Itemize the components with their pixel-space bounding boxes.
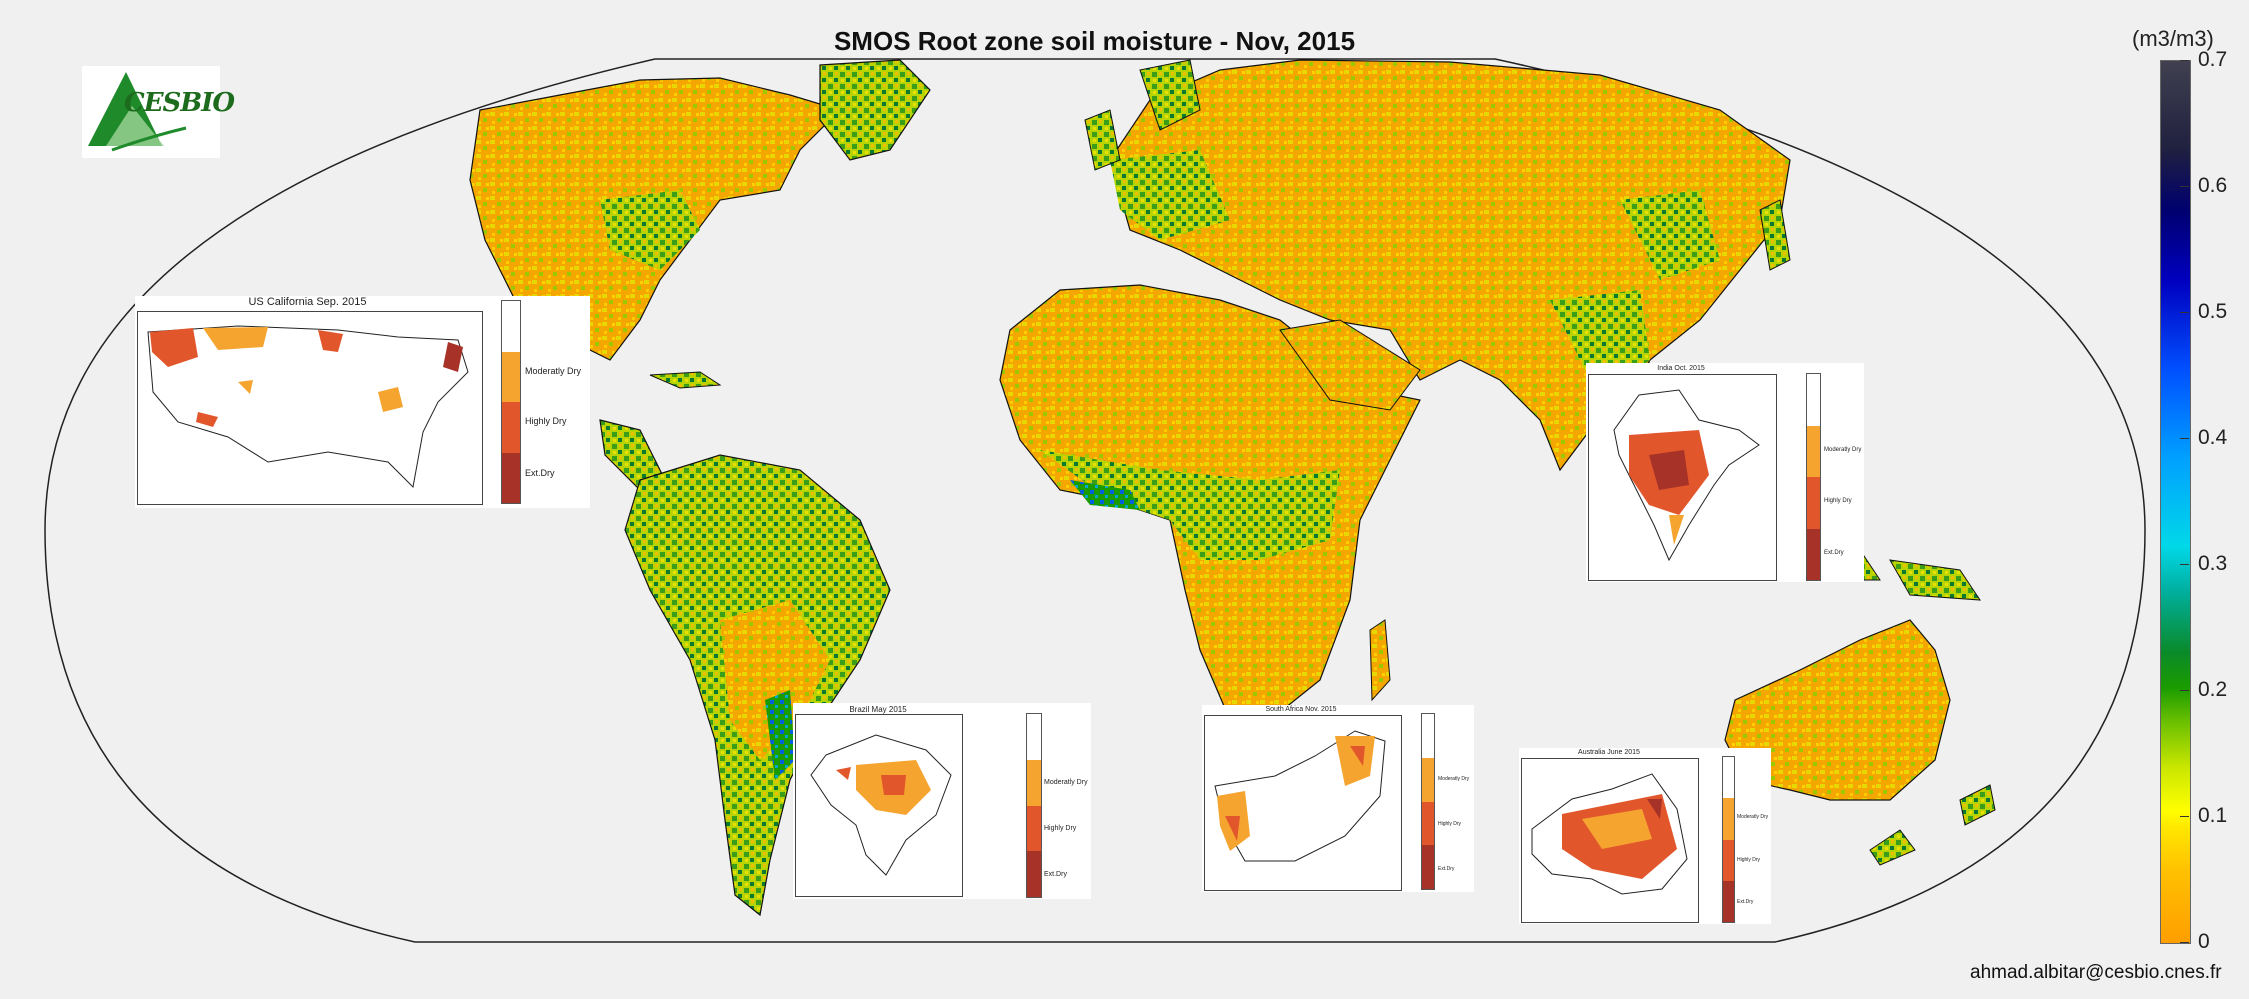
inset-brazil: Brazil May 2015 Moderatly Dry Highly Dry… [793,703,1091,899]
inset-legend-bar [1026,713,1042,898]
legend-highly-dry: Highly Dry [525,416,567,426]
inset-legend-bar [1806,373,1821,581]
inset-title: US California Sep. 2015 [248,296,367,308]
inset-us-california: US California Sep. 2015 Moderatly Dry Hi… [135,296,590,508]
colorbar-tick-mark [2180,690,2189,691]
colorbar-tick-mark [2180,816,2189,817]
projection-outline [44,58,2146,943]
colorbar-tick-label: 0.2 [2198,678,2228,701]
australia-drought-map [1531,773,1688,895]
inset-legend-bar [1722,756,1735,923]
colorbar-tick-mark [2180,186,2189,187]
legend-ext-dry: Ext.Dry [1044,871,1067,878]
map-title: SMOS Root zone soil moisture - Nov, 2015 [833,26,1356,56]
colorbar-tick-label: 0.5 [2198,300,2228,323]
inset-south-africa: South Africa Nov. 2015 Moderatly Dry Hig… [1202,705,1474,892]
inset-map-frame [1588,374,1777,581]
colorbar-tick-label: 0.1 [2198,804,2228,827]
inset-title: Australia June 2015 [1578,749,1640,756]
legend-ext-dry: Ext.Dry [1438,866,1455,872]
contact-email: ahmad.albitar@cesbio.cnes.fr [1970,962,2222,983]
legend-highly-dry: Highly Dry [1737,857,1761,863]
inset-map-frame [1521,758,1699,923]
inset-title: India Oct. 2015 [1657,365,1705,372]
colorbar-tick-mark [2180,438,2189,439]
legend-highly-dry: Highly Dry [1824,498,1852,504]
colorbar-tick-mark [2180,312,2189,313]
colorbar-unit: (m3/m3) [2132,26,2214,51]
legend-highly-dry: Highly Dry [1438,821,1462,827]
colorbar-tick-label: 0.7 [2198,48,2228,71]
legend-highly-dry: Highly Dry [1044,825,1077,832]
legend-moderately-dry: Moderatly Dry [525,366,582,376]
usa-drought-map [147,325,469,489]
colorbar [2160,60,2191,944]
inset-india: India Oct. 2015 Moderatly Dry Highly Dry… [1586,363,1864,582]
logo-text: CESBIO [124,88,235,118]
inset-title: South Africa Nov. 2015 [1265,706,1337,713]
legend-moderately-dry: Moderatly Dry [1044,779,1088,786]
south-africa-drought-map [1214,730,1386,862]
legend-ext-dry: Ext.Dry [1737,899,1754,905]
colorbar-tick-label: 0.3 [2198,552,2228,575]
inset-australia: Australia June 2015 Moderatly Dry Highly… [1519,748,1771,924]
legend-ext-dry: Ext.Dry [525,468,555,478]
legend-moderately-dry: Moderatly Dry [1438,776,1470,782]
inset-map-frame [795,714,963,897]
colorbar-tick-label: 0.4 [2198,426,2228,449]
colorbar-tick-mark [2180,564,2189,565]
inset-title: Brazil May 2015 [849,705,907,714]
cesbio-logo: CESBIO [82,66,235,158]
colorbar-tick-mark [2180,60,2189,61]
greenland [819,59,931,161]
inset-legend-bar [501,300,521,504]
triangle-icon [88,72,187,152]
inset-map-frame [137,311,483,505]
inset-map-frame [1204,715,1402,891]
colorbar-tick-mark [2180,942,2189,943]
india-drought-map [1613,389,1760,562]
legend-moderately-dry: Moderatly Dry [1737,814,1769,820]
legend-ext-dry: Ext.Dry [1824,550,1844,556]
inset-legend-bar [1421,713,1435,890]
brazil-drought-map [810,734,952,876]
colorbar-tick-label: 0.6 [2198,174,2228,197]
colorbar-tick-label: 0 [2198,930,2210,953]
legend-moderately-dry: Moderatly Dry [1824,447,1862,453]
